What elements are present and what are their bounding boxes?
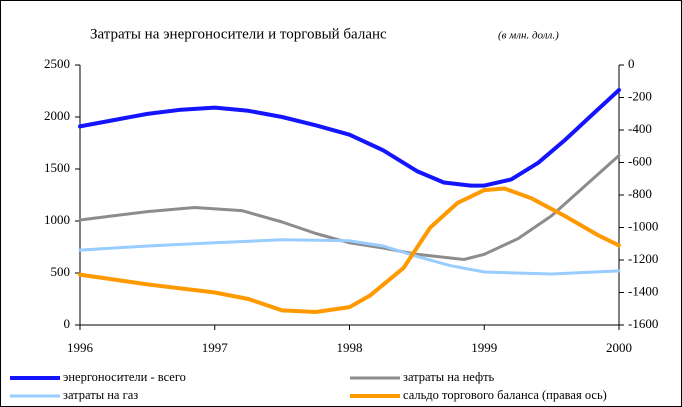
y-tick-label: 500 — [51, 264, 71, 279]
y-tick-label: 1500 — [44, 160, 70, 175]
x-tick-label: 2000 — [606, 340, 632, 355]
legend-label: затраты на газ — [63, 388, 138, 402]
series-line — [78, 186, 621, 314]
chart-title: Затраты на энергоносители и торговый бал… — [90, 26, 387, 42]
y2-tick-label: -1000 — [628, 218, 658, 233]
legend-label: энергоносители - всего — [63, 370, 186, 384]
y-tick-label: 2000 — [44, 108, 70, 123]
x-tick-label: 1996 — [67, 340, 94, 355]
y-tick-label: 0 — [64, 316, 71, 331]
y2-tick-label: -1600 — [628, 316, 658, 331]
y2-tick-label: -600 — [628, 153, 652, 168]
chart-subtitle: (в млн. долл.) — [498, 30, 559, 42]
y2-tick-label: 0 — [628, 56, 635, 71]
y-tick-label: 2500 — [44, 56, 70, 71]
series-line — [78, 238, 621, 276]
y2-tick-label: -1400 — [628, 283, 658, 298]
y2-tick-label: -1200 — [628, 251, 658, 266]
series-line — [78, 154, 621, 261]
y2-tick-label: -200 — [628, 88, 652, 103]
x-tick-label: 1997 — [202, 340, 229, 355]
legend-label: сальдо торгового баланса (правая ось) — [403, 388, 607, 402]
y-tick-label: 1000 — [44, 212, 70, 227]
y2-tick-label: -400 — [628, 121, 652, 136]
x-tick-label: 1998 — [337, 340, 363, 355]
series-line — [78, 88, 621, 188]
y2-tick-label: -800 — [628, 186, 652, 201]
legend-label: затраты на нефть — [403, 370, 495, 384]
x-tick-label: 1999 — [471, 340, 497, 355]
